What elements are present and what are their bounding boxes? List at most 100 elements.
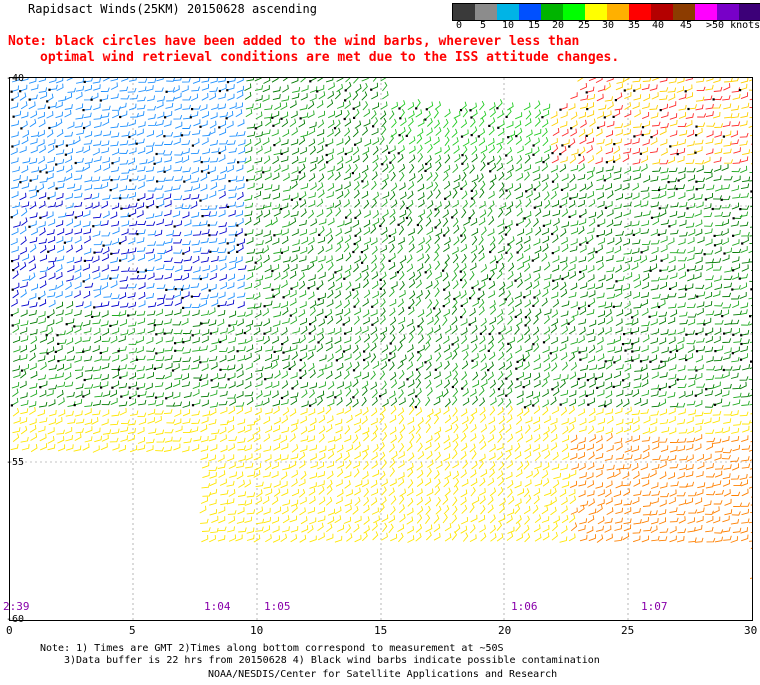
wind-barb [192, 382, 200, 390]
contamination-marker [135, 142, 138, 145]
wind-barb [172, 231, 182, 237]
wind-barb [677, 418, 686, 425]
wind-barb [516, 408, 524, 417]
wind-barb [398, 316, 406, 325]
wind-barb [83, 327, 92, 334]
wind-barb [589, 118, 596, 127]
wind-barb [291, 93, 300, 100]
wind-barb [544, 199, 551, 209]
wind-barb [406, 462, 414, 471]
wind-barb [192, 355, 201, 363]
wind-barb [12, 427, 21, 434]
contamination-marker [153, 367, 156, 370]
wind-barb [569, 398, 577, 407]
wind-barb [408, 173, 416, 182]
wind-barb [262, 308, 270, 317]
wind-barb [568, 405, 575, 415]
wind-barb [245, 103, 254, 110]
wind-barb [462, 199, 468, 209]
wind-barb [460, 119, 468, 129]
wind-barb [76, 129, 85, 136]
wind-barb [236, 391, 244, 399]
wind-barb [245, 320, 254, 327]
wind-barb [265, 117, 272, 127]
wind-barb [290, 316, 297, 325]
wind-barb [561, 262, 568, 272]
wind-barb [425, 335, 432, 345]
wind-barb [325, 78, 334, 83]
wind-barb [235, 256, 243, 264]
contamination-marker [398, 134, 401, 137]
wind-barb [632, 353, 640, 361]
wind-barb [541, 127, 548, 137]
wind-barb [184, 174, 192, 182]
wind-barb [372, 78, 377, 82]
wind-barb [633, 173, 641, 181]
wind-barb [344, 226, 352, 235]
wind-barb [218, 209, 226, 218]
wind-barb [444, 154, 451, 164]
wind-barb [452, 377, 459, 388]
wind-barb [20, 408, 29, 415]
wind-barb [73, 201, 83, 208]
wind-barb [93, 114, 103, 120]
contamination-marker [11, 260, 14, 263]
wind-barb [92, 213, 102, 219]
wind-barb [67, 418, 76, 425]
wind-barb [669, 119, 678, 127]
wind-barb [354, 451, 361, 460]
wind-barb [517, 228, 525, 236]
wind-barb [93, 140, 102, 146]
wind-barb [21, 201, 30, 208]
wind-barb [147, 105, 157, 111]
wind-barb [434, 344, 441, 353]
wind-barb [217, 535, 226, 542]
wind-barb [469, 524, 476, 534]
wind-barb [291, 166, 299, 174]
wind-barb [624, 445, 632, 453]
wind-barb [354, 137, 362, 146]
wind-barb [74, 272, 82, 280]
wind-barb [750, 152, 752, 154]
wind-barb [209, 237, 218, 244]
wind-barb [677, 375, 687, 380]
wind-barb [597, 317, 605, 326]
wind-barb [498, 202, 506, 210]
wind-barb [687, 491, 697, 497]
wind-barb [336, 163, 344, 172]
wind-barb [236, 462, 245, 469]
wind-barb [73, 290, 81, 298]
wind-barb [541, 470, 549, 479]
wind-barb [371, 396, 378, 406]
wind-barb [397, 237, 405, 245]
wind-barb [488, 200, 495, 210]
wind-barb [451, 316, 458, 326]
wind-barb [281, 95, 290, 102]
wind-barb [82, 263, 90, 271]
wind-barb [147, 417, 155, 424]
contamination-marker [695, 180, 698, 183]
wind-barb [487, 207, 493, 217]
wind-barb [75, 146, 84, 154]
wind-barb [443, 180, 451, 190]
x-tick-label: 20 [498, 624, 512, 637]
wind-barb [200, 120, 208, 128]
wind-barb [559, 536, 568, 543]
wind-barb [524, 334, 531, 344]
wind-barb [361, 172, 368, 182]
wind-barb [181, 204, 191, 209]
contamination-marker [424, 118, 427, 121]
wind-barb [262, 397, 270, 406]
wind-barb [425, 281, 433, 289]
wind-barb [211, 373, 219, 381]
wind-barb [551, 183, 559, 191]
wind-barb [731, 167, 741, 173]
contamination-marker [586, 379, 589, 382]
scale-label: 10 [502, 20, 515, 31]
wind-barb [73, 174, 83, 181]
wind-barb [687, 246, 695, 254]
wind-barb [298, 255, 307, 263]
contamination-marker [425, 108, 428, 111]
wind-barb [327, 399, 335, 407]
wind-barb [211, 338, 220, 345]
